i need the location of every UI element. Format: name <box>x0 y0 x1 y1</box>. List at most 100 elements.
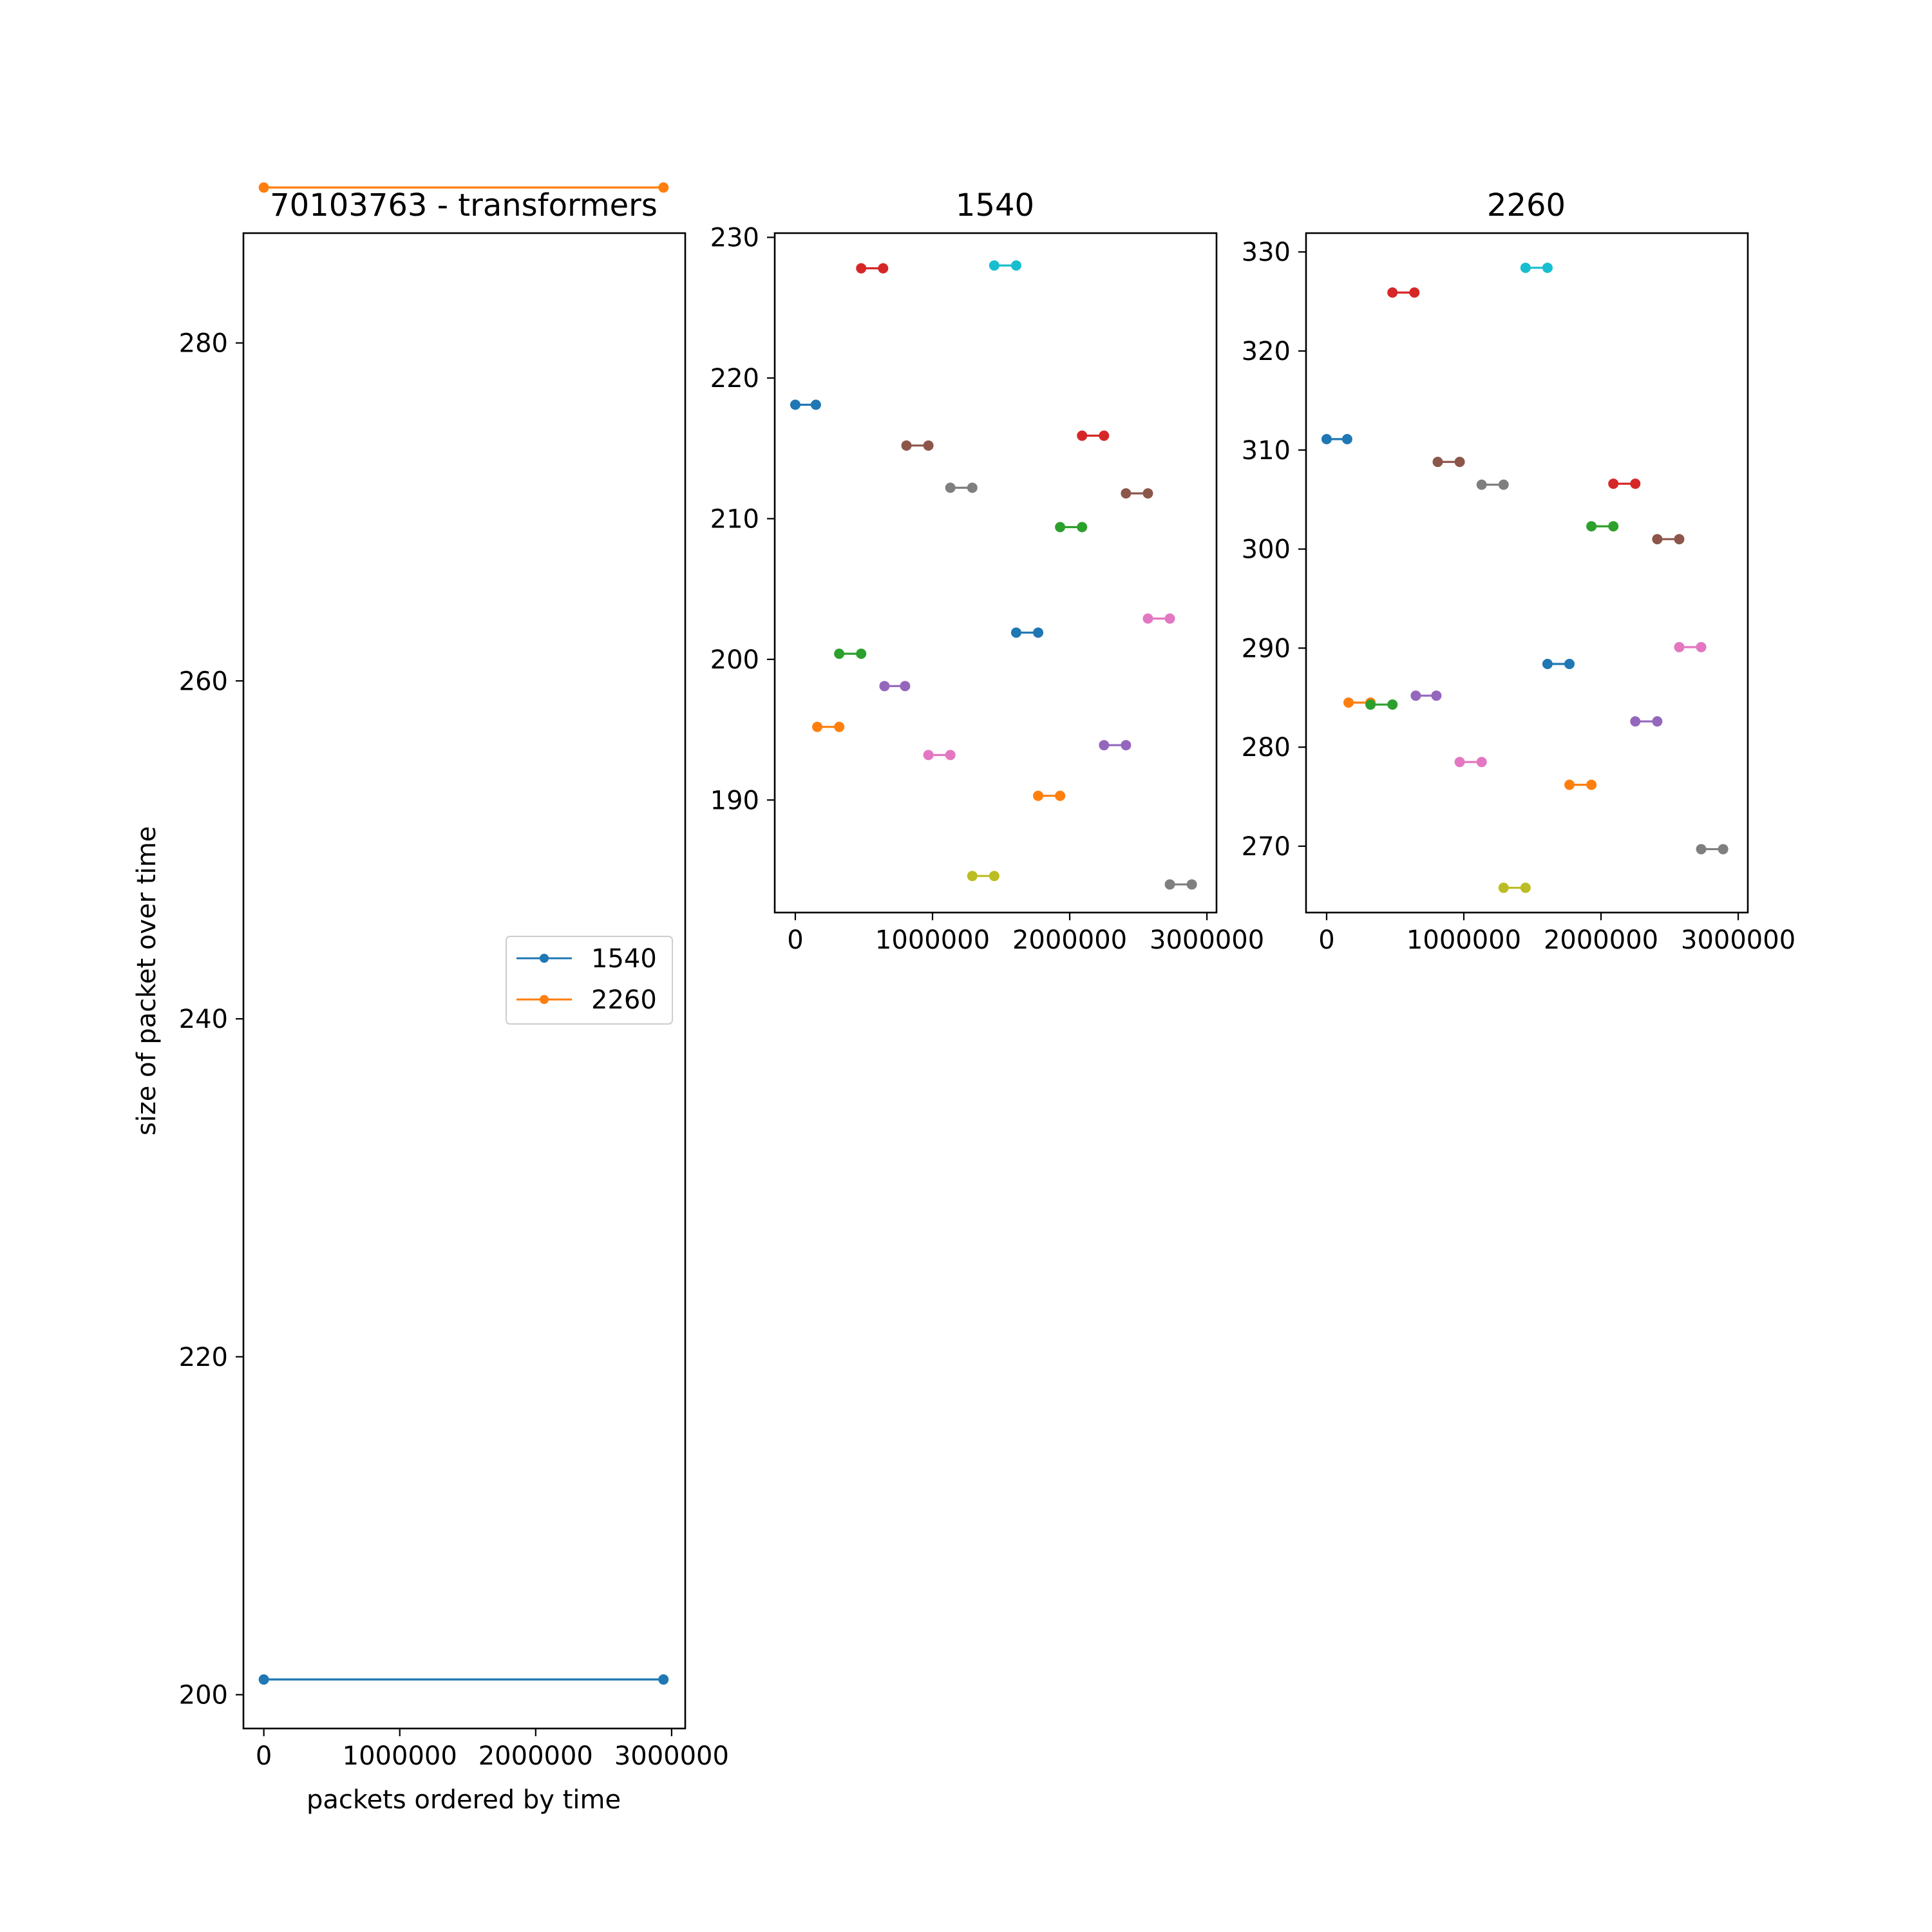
x-tick-label: 1000000 <box>875 925 990 955</box>
segment-14-point <box>1608 478 1619 489</box>
x-tick-label: 1000000 <box>343 1741 457 1771</box>
segment-16-point <box>1121 488 1132 499</box>
x-tick-label: 3000000 <box>1681 925 1795 955</box>
segment-17-point <box>1164 613 1175 624</box>
panel-title: 70103763 - transformers <box>270 187 658 223</box>
y-tick-label: 280 <box>179 329 228 359</box>
segment-13-point <box>1608 521 1619 532</box>
segment-4-point <box>856 263 867 274</box>
series-2260-point <box>658 182 669 193</box>
segment-5-point <box>900 681 911 692</box>
segment-9-point <box>989 871 999 882</box>
plot-area-frame <box>773 232 1218 914</box>
x-tick-label: 2000000 <box>478 1741 593 1771</box>
x-tick-label: 3000000 <box>614 1741 729 1771</box>
y-tick-label: 190 <box>710 786 759 815</box>
segment-18-point <box>1696 844 1707 855</box>
segment-1-point <box>1321 433 1332 444</box>
y-tick-label: 310 <box>1242 436 1291 466</box>
segment-9-point <box>1520 882 1531 893</box>
segment-4-point <box>1409 287 1420 298</box>
x-tick-label: 0 <box>787 925 803 955</box>
y-tick-label: 320 <box>1242 337 1291 366</box>
y-tick-label: 220 <box>179 1343 228 1372</box>
segment-5-point <box>879 681 890 692</box>
segment-15-point <box>1121 740 1132 751</box>
segment-15-point <box>1099 740 1110 751</box>
y-tick-label: 240 <box>179 1005 228 1034</box>
segment-7-point <box>923 750 934 761</box>
y-tick-label: 330 <box>1242 238 1291 267</box>
segment-4-point <box>878 263 889 274</box>
segment-1-point <box>790 399 800 410</box>
segment-16-point <box>1674 534 1685 545</box>
series-1540-point <box>258 1674 269 1685</box>
segment-3-point <box>1365 699 1376 710</box>
x-tick-label: 2000000 <box>1544 925 1658 955</box>
x-tick-label: 0 <box>256 1741 272 1771</box>
segment-8-point <box>1476 479 1487 490</box>
segment-17-point <box>1696 641 1707 652</box>
segment-2-point <box>834 721 845 732</box>
axis-ticks: 0 1000000 2000000 3000000 270 280 290 300 310 320… <box>1242 238 1796 955</box>
segment-4-point <box>1387 287 1398 298</box>
y-tick-label: 220 <box>710 364 759 393</box>
legend-marker-2260 <box>540 995 549 1004</box>
segment-1-point <box>1341 433 1352 444</box>
series-2260-point <box>258 182 269 193</box>
port-1540-panel: 1540 0 1000000 2000000 3000000 190 200 210 220 2… <box>710 187 1265 955</box>
overview-panel: 70103763 - transformers 0 1000000 2000000 3… <box>132 182 729 1815</box>
legend-label-2260: 2260 <box>591 985 657 1015</box>
y-tick-label: 210 <box>710 504 759 534</box>
legend: 1540 2260 <box>506 936 673 1025</box>
segment-9-point <box>1498 882 1509 893</box>
y-tick-label: 280 <box>1242 733 1291 762</box>
segment-12-point <box>1033 790 1044 801</box>
series-1540-point <box>658 1674 669 1685</box>
segment-6-point <box>901 440 912 451</box>
segment-10-point <box>1010 260 1021 271</box>
segment-17-point <box>1674 641 1685 652</box>
legend-marker-1540 <box>540 954 549 963</box>
segment-14-point <box>1630 478 1641 489</box>
y-tick-label: 290 <box>1242 634 1291 663</box>
segment-14-point <box>1099 430 1110 441</box>
y-tick-label: 300 <box>1242 535 1291 565</box>
segment-3-point <box>834 649 845 659</box>
segment-12-point <box>1564 779 1575 790</box>
segment-3-point <box>1387 699 1398 710</box>
plot-marks <box>790 260 1197 890</box>
segment-11-point <box>1033 627 1044 638</box>
plot-marks <box>1321 262 1728 893</box>
segment-7-point <box>1454 757 1465 768</box>
segment-7-point <box>1476 757 1487 768</box>
segment-10-point <box>1542 262 1553 273</box>
segment-8-point <box>945 482 956 493</box>
segment-9-point <box>967 871 978 882</box>
segment-10-point <box>1520 262 1531 273</box>
segment-11-point <box>1010 627 1021 638</box>
segment-18-point <box>1164 879 1175 890</box>
segment-18-point <box>1186 879 1197 890</box>
segment-7-point <box>945 750 956 761</box>
segment-18-point <box>1718 844 1728 855</box>
segment-16-point <box>1652 534 1663 545</box>
segment-11-point <box>1564 658 1575 669</box>
y-axis-label: size of packet over time <box>132 826 162 1135</box>
segment-12-point <box>1586 779 1597 790</box>
segment-10-point <box>989 260 999 271</box>
y-tick-label: 200 <box>710 645 759 675</box>
plot-area-frame <box>1305 232 1749 914</box>
segment-1-point <box>810 399 821 410</box>
segment-15-point <box>1630 716 1641 727</box>
segment-16-point <box>1142 488 1153 499</box>
segment-13-point <box>1077 522 1088 533</box>
segment-13-point <box>1586 521 1597 532</box>
segment-8-point <box>1498 479 1509 490</box>
y-tick-label: 270 <box>1242 832 1291 862</box>
segment-6-point <box>923 440 934 451</box>
segment-6-point <box>1454 457 1465 468</box>
y-tick-label: 200 <box>179 1681 228 1710</box>
